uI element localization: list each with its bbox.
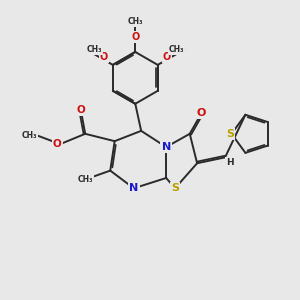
Text: O: O — [53, 139, 62, 149]
Text: O: O — [76, 105, 85, 115]
Text: CH₃: CH₃ — [128, 17, 143, 26]
Text: H: H — [226, 158, 234, 167]
Text: CH₃: CH₃ — [77, 175, 93, 184]
Text: O: O — [197, 108, 206, 118]
Text: N: N — [129, 183, 138, 193]
Text: S: S — [226, 129, 234, 139]
Text: O: O — [100, 52, 108, 62]
Text: CH₃: CH₃ — [86, 45, 102, 54]
Text: O: O — [163, 52, 171, 62]
Text: CH₃: CH₃ — [169, 45, 184, 54]
Text: N: N — [162, 142, 171, 152]
Text: O: O — [131, 32, 140, 42]
Text: CH₃: CH₃ — [21, 131, 37, 140]
Text: S: S — [171, 183, 179, 193]
